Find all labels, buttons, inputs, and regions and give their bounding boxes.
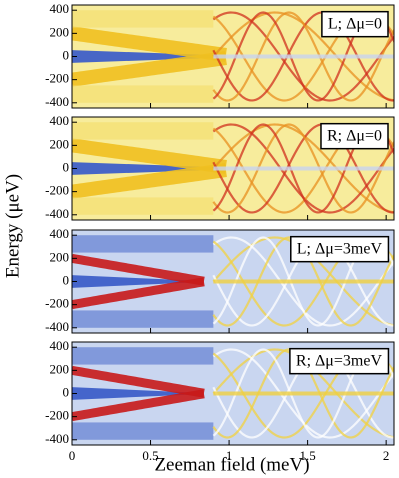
x-axis-label: Zeeman field (meV) xyxy=(154,454,309,475)
heatmap xyxy=(72,230,394,333)
annotation-box xyxy=(289,347,390,375)
y-tick-label: -200 xyxy=(45,183,69,198)
subgap-state xyxy=(72,26,227,62)
high-field-state xyxy=(212,123,394,214)
high-field-state xyxy=(212,11,394,102)
y-tick-label: 400 xyxy=(50,113,70,128)
zero-energy-band xyxy=(72,50,222,63)
high-field-state xyxy=(212,123,394,214)
x-tick-label: 2 xyxy=(383,448,390,463)
panel-annotation: L; Δμ=3meV xyxy=(297,241,383,258)
high-field-state xyxy=(212,236,394,327)
y-tick-label: -200 xyxy=(45,296,69,311)
bulk-band xyxy=(72,10,214,28)
subgap-state xyxy=(72,163,227,199)
bulk-band xyxy=(72,235,214,253)
high-field-state xyxy=(212,11,394,102)
x-tick-label: 1 xyxy=(226,448,233,463)
x-tick-label: 0 xyxy=(69,448,76,463)
y-tick-label: -200 xyxy=(45,71,69,86)
annotation-box xyxy=(290,235,390,263)
y-tick-label: 200 xyxy=(50,136,70,151)
subgap-state xyxy=(72,389,205,422)
subgap-state xyxy=(72,365,205,398)
zero-energy-band xyxy=(72,275,190,288)
subgap-state xyxy=(72,51,227,87)
x-tick-label: 1.5 xyxy=(299,448,315,463)
bulk-band xyxy=(72,347,214,365)
zero-energy-band xyxy=(72,387,190,400)
y-tick-label: 400 xyxy=(50,338,70,353)
high-field-state xyxy=(212,11,394,102)
zero-energy-band xyxy=(72,162,222,175)
y-tick-label: 0 xyxy=(63,159,70,174)
heatmap xyxy=(72,117,394,220)
x-tick-label: 0.5 xyxy=(142,448,158,463)
y-tick-label: -200 xyxy=(45,408,69,423)
y-tick-label: 0 xyxy=(63,47,70,62)
y-tick-label: 0 xyxy=(63,384,70,399)
bulk-band xyxy=(72,310,214,328)
y-tick-label: 400 xyxy=(50,1,70,16)
y-tick-label: 200 xyxy=(50,361,70,376)
bulk-band xyxy=(72,85,214,103)
y-tick-label: -400 xyxy=(45,206,69,221)
high-field-state xyxy=(212,348,394,439)
y-tick-label: 200 xyxy=(50,24,70,39)
subgap-state xyxy=(72,253,205,286)
annotation-box xyxy=(321,10,389,38)
bulk-band xyxy=(72,422,214,440)
heatmap xyxy=(72,342,394,445)
y-tick-label: 400 xyxy=(50,226,70,241)
y-tick-label: 0 xyxy=(63,272,70,287)
high-field-state xyxy=(212,123,394,214)
subgap-state xyxy=(72,138,227,174)
y-tick-label: -400 xyxy=(45,319,69,334)
bulk-band xyxy=(72,197,214,215)
bulk-band xyxy=(72,122,214,140)
y-tick-label: -400 xyxy=(45,94,69,109)
y-axis-label: Energy (μeV) xyxy=(2,174,23,278)
y-tick-label: -400 xyxy=(45,431,69,446)
panel-annotation: R; Δμ=3meV xyxy=(296,353,383,370)
panel-annotation: R; Δμ=0 xyxy=(327,128,382,145)
subgap-state xyxy=(72,277,205,310)
y-tick-label: 200 xyxy=(50,249,70,264)
annotation-box xyxy=(320,122,389,150)
panel-annotation: L; Δμ=0 xyxy=(328,16,382,33)
